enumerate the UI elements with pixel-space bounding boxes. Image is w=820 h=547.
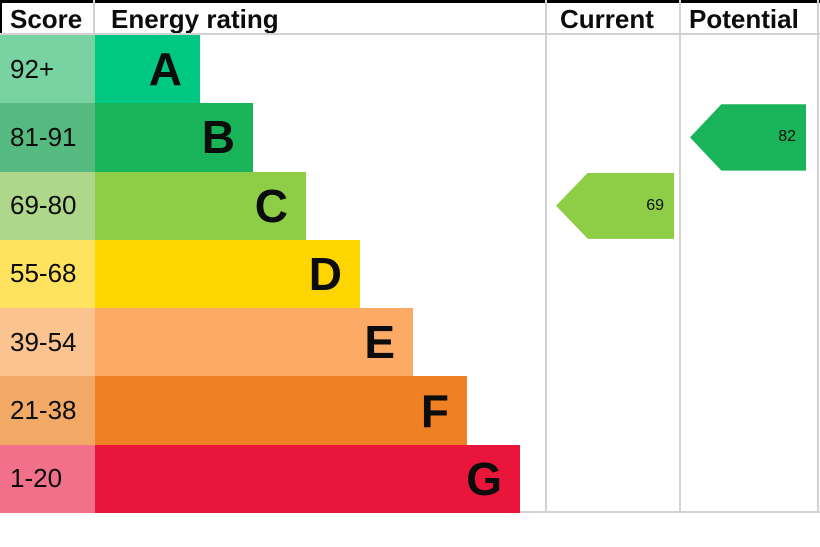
band-bar-g: G — [95, 444, 520, 513]
score-range-f: 21-38 — [0, 376, 95, 445]
header-separator-line — [0, 33, 820, 35]
header-left-border — [0, 0, 2, 35]
current-rating-value: 69 — [646, 196, 664, 214]
header-score: Score — [10, 3, 83, 34]
potential-column-divider — [679, 0, 681, 513]
current-column-divider — [545, 0, 547, 513]
band-bar-f: F — [95, 376, 467, 445]
band-rows: 92+ A 81-91 B 69-80 C 55-68 D 39-54 E 21-38 F 1-20 G — [0, 35, 820, 513]
band-bar-d: D — [95, 239, 360, 309]
band-bar-c: C — [95, 171, 306, 240]
band-row-e: 39-54 E — [0, 308, 820, 377]
table-right-border — [817, 0, 819, 513]
potential-rating-value: 82 — [778, 128, 796, 146]
header-current: Current — [560, 3, 654, 34]
band-row-d: 55-68 D — [0, 239, 820, 309]
score-range-a: 92+ — [0, 35, 95, 104]
band-row-a: 92+ A — [0, 35, 820, 104]
band-row-g: 1-20 G — [0, 444, 820, 513]
score-column-divider — [93, 0, 95, 35]
band-bar-a: A — [95, 35, 200, 104]
header-row: Score Energy rating Current Potential — [0, 3, 820, 35]
score-range-g: 1-20 — [0, 444, 95, 513]
header-energy-rating: Energy rating — [111, 3, 279, 34]
score-range-d: 55-68 — [0, 239, 95, 309]
band-bar-b: B — [95, 103, 253, 172]
score-range-b: 81-91 — [0, 103, 95, 172]
score-range-c: 69-80 — [0, 171, 95, 240]
table-top-border — [0, 0, 820, 3]
band-row-b: 81-91 B — [0, 103, 820, 172]
band-row-c: 69-80 C — [0, 171, 820, 240]
header-potential: Potential — [689, 3, 799, 34]
band-bar-e: E — [95, 308, 413, 377]
score-range-e: 39-54 — [0, 308, 95, 377]
band-row-f: 21-38 F — [0, 376, 820, 445]
